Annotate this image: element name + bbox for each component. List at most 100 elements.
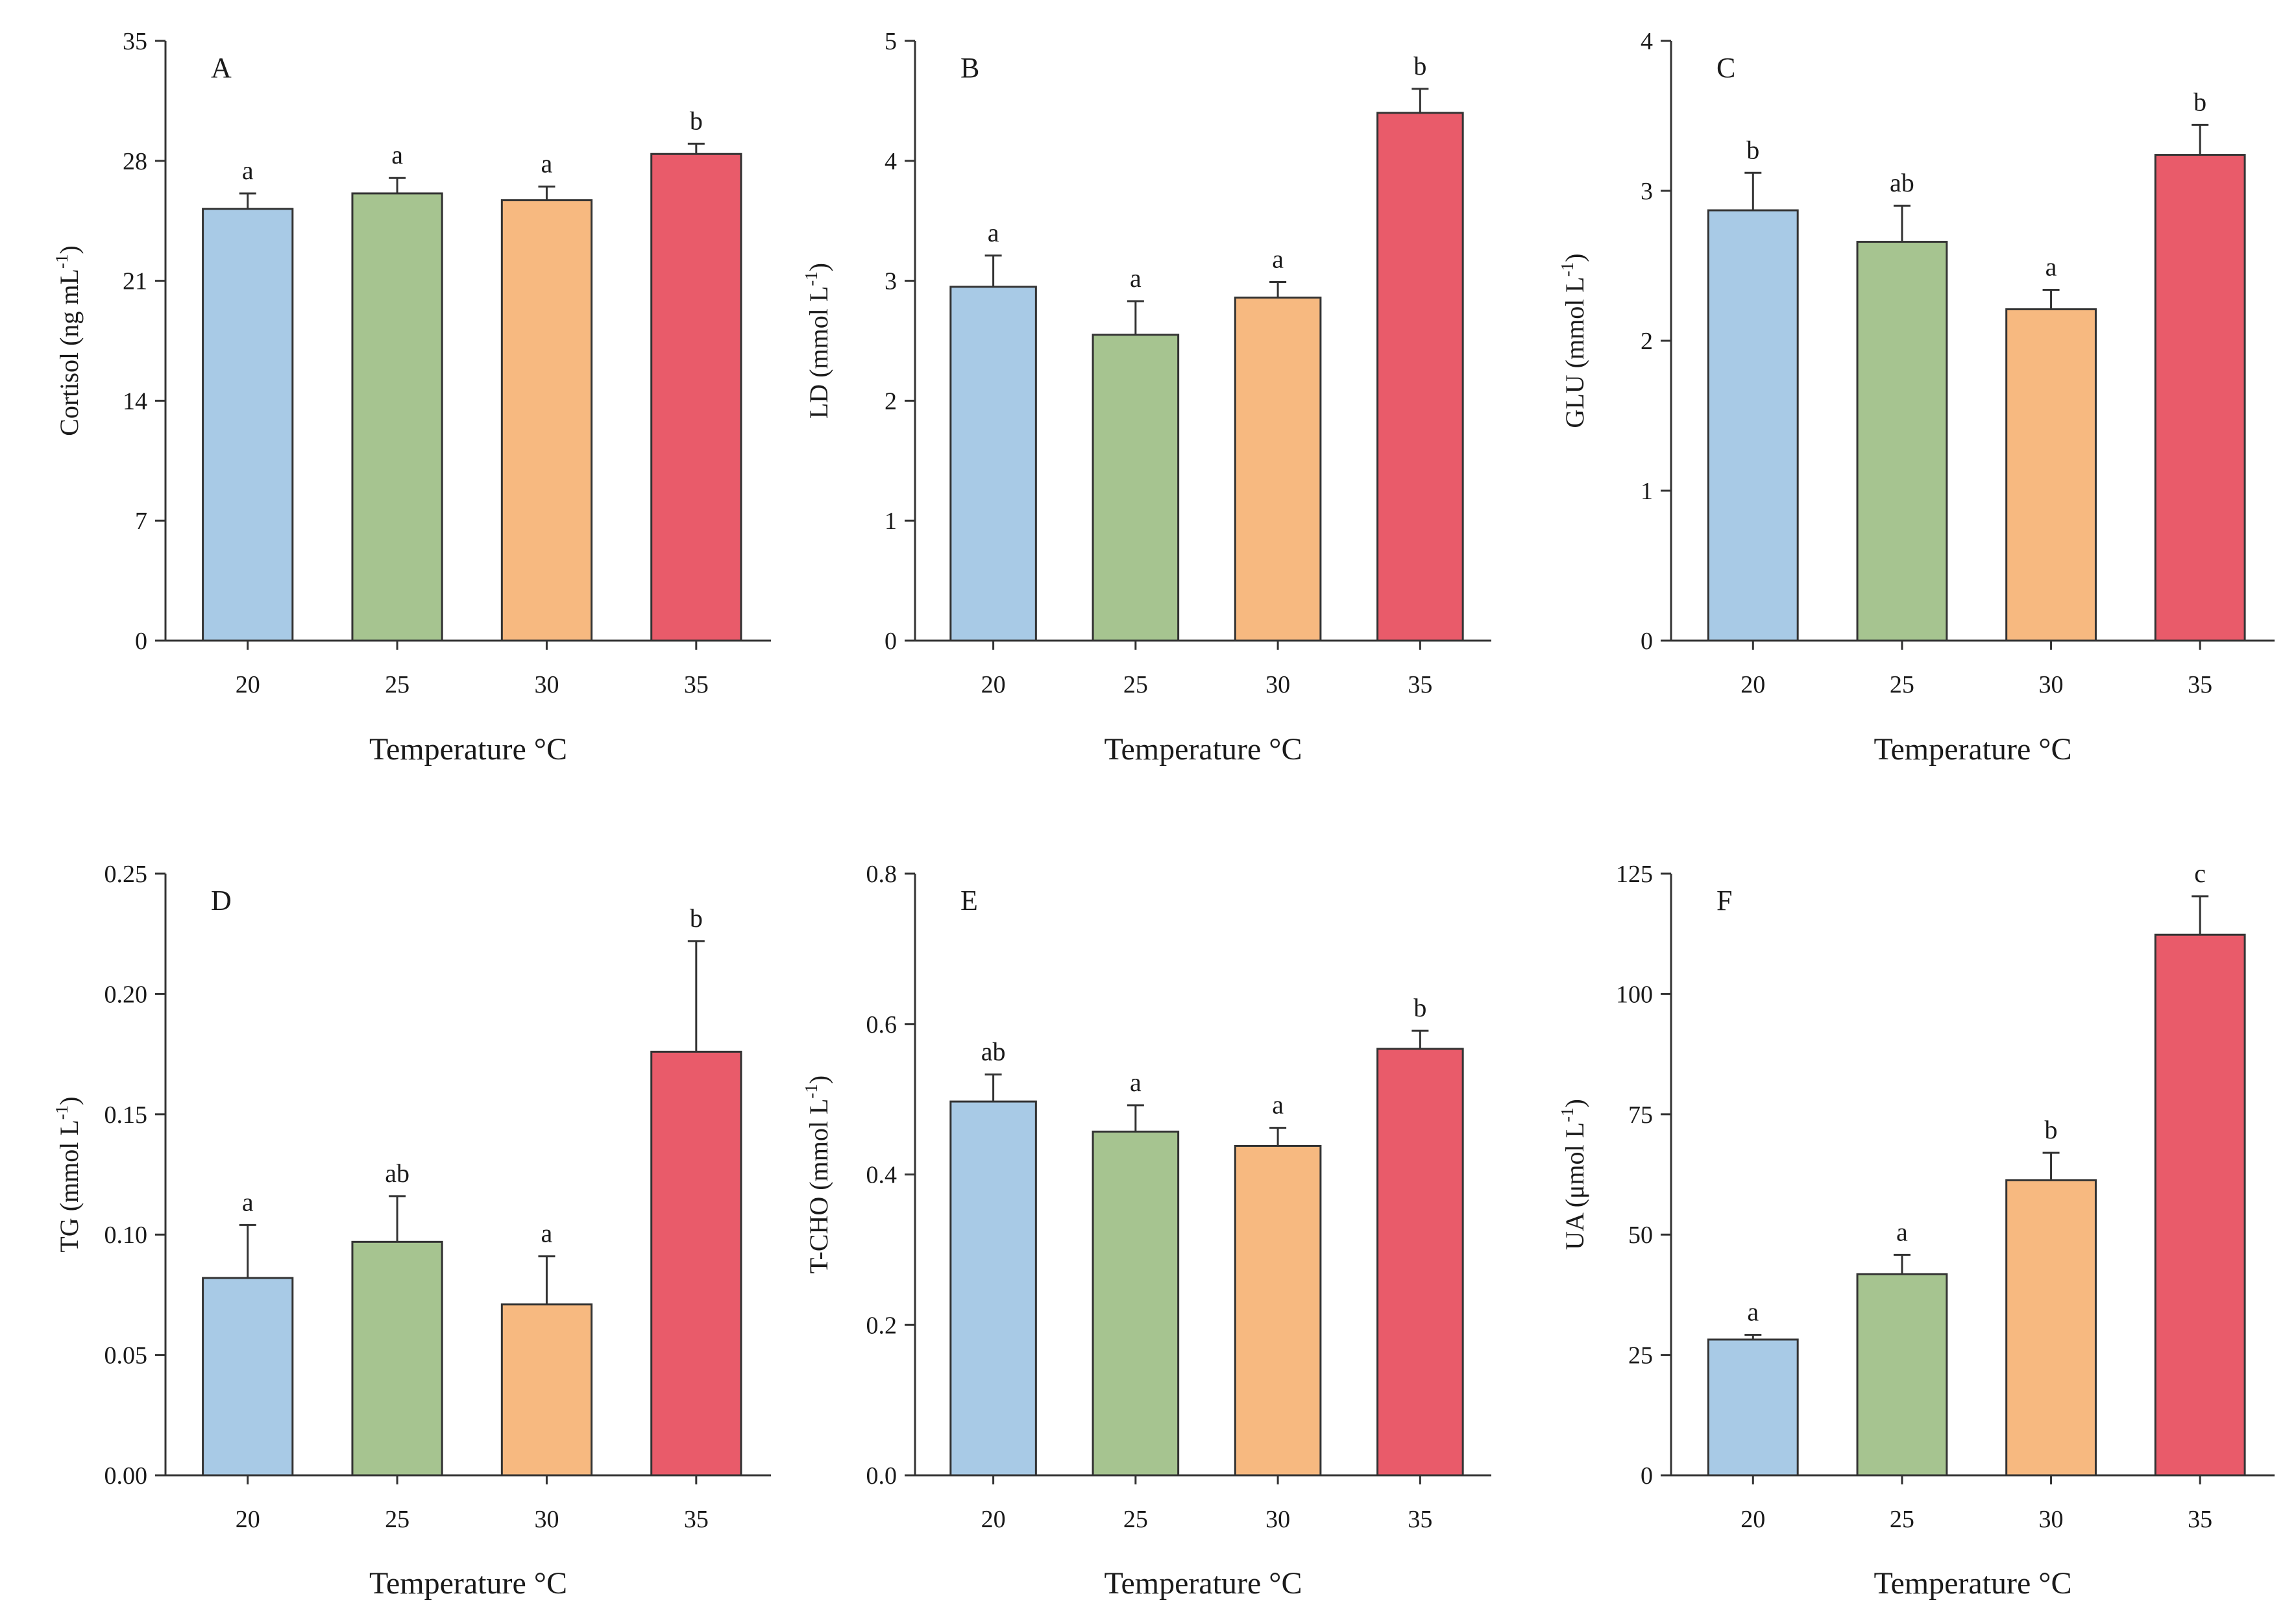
y-axis-title-sup: -1 — [801, 271, 821, 286]
bar-20 — [1707, 209, 1799, 642]
x-tick-label: 35 — [1408, 1506, 1432, 1533]
x-axis-title: Temperature °C — [1104, 1566, 1302, 1601]
bar-35 — [650, 1050, 742, 1477]
y-axis-title-tail: ) — [804, 1075, 833, 1084]
bar-25 — [1856, 1273, 1948, 1477]
significance-letter: a — [2046, 252, 2057, 281]
panel-a: 0 7 14 21 28 35 20 a 25 a 30 a 35 b A Temperature °C Cor… — [52, 28, 771, 767]
panel-b: 0 1 2 3 4 5 20 a 25 a 30 a 35 b B Temperature °C LD (mmo… — [801, 28, 1491, 767]
y-tick-label: 100 — [1616, 981, 1653, 1008]
y-axis-title-tail: ) — [804, 263, 833, 271]
y-tick-label: 0.2 — [866, 1312, 898, 1339]
y-tick-label: 0.10 — [104, 1222, 148, 1249]
x-tick-label: 25 — [1123, 671, 1148, 698]
x-tick-label: 35 — [1408, 671, 1432, 698]
y-tick-label: 4 — [885, 148, 897, 175]
bar-30 — [500, 1303, 593, 1477]
y-tick-label: 0 — [885, 628, 897, 655]
x-tick-label: 30 — [1265, 1506, 1290, 1533]
y-tick-label: 50 — [1628, 1222, 1653, 1249]
significance-letter: ab — [385, 1159, 409, 1188]
bar-20 — [202, 208, 294, 642]
panel-d: 0.00 0.05 0.10 0.15 0.20 0.25 20 a 25 ab 30 a 35 b D Te… — [52, 861, 771, 1601]
panel-letter: B — [960, 52, 979, 84]
significance-letter: a — [391, 140, 403, 169]
x-tick-label: 20 — [236, 1506, 260, 1533]
significance-letter: a — [242, 1187, 254, 1216]
y-axis-title: TG (mmol L-1) — [52, 1096, 84, 1252]
y-axis-title: GLU (mmol L-1) — [1557, 253, 1589, 428]
significance-letter: ab — [981, 1037, 1006, 1066]
y-tick-label: 0.6 — [866, 1011, 898, 1038]
x-axis-title: Temperature °C — [1104, 732, 1302, 767]
y-tick-label: 0.0 — [866, 1462, 898, 1490]
significance-letter: a — [988, 218, 999, 247]
y-tick-label: 7 — [135, 508, 147, 535]
bar-30 — [2005, 308, 2097, 642]
x-axis-title: Temperature °C — [369, 732, 567, 767]
bar-20 — [949, 1100, 1037, 1477]
y-axis-title: Cortisol (ng mL-1) — [52, 245, 84, 436]
significance-letter: a — [1272, 1090, 1284, 1120]
y-axis-title-main: GLU (mmol L — [1560, 276, 1589, 428]
y-tick-label: 0.25 — [104, 861, 148, 888]
y-tick-label: 4 — [1641, 28, 1653, 55]
significance-letter: b — [690, 903, 703, 933]
x-tick-label: 30 — [2039, 671, 2064, 698]
y-tick-label: 14 — [123, 387, 147, 415]
panel-c: 0 1 2 3 4 20 b 25 ab 30 a 35 b C Temperature °C GLU (mm… — [1557, 28, 2275, 767]
y-axis-title-main: Cortisol (ng mL — [55, 269, 84, 436]
bar-30 — [1234, 1144, 1322, 1477]
significance-letter: b — [690, 106, 703, 135]
x-axis-title: Temperature °C — [369, 1566, 567, 1601]
y-tick-label: 5 — [885, 28, 897, 55]
y-tick-label: 0.00 — [104, 1462, 148, 1490]
bar-20 — [202, 1277, 294, 1477]
y-tick-label: 35 — [123, 28, 147, 55]
significance-letter: a — [1747, 1297, 1759, 1326]
y-tick-label: 21 — [123, 268, 147, 295]
y-tick-label: 0 — [1641, 628, 1653, 655]
bar-30 — [500, 199, 593, 642]
y-tick-label: 0.4 — [866, 1162, 898, 1189]
y-axis-title-sup: -1 — [801, 1084, 821, 1099]
y-axis-title-main: LD (mmol L — [804, 286, 833, 419]
significance-letter: ab — [1890, 168, 1914, 197]
bar-35 — [1376, 112, 1464, 642]
y-tick-label: 3 — [1641, 178, 1653, 205]
y-tick-label: 0.20 — [104, 981, 148, 1008]
panel-letter: F — [1716, 885, 1732, 916]
bar-25 — [1092, 1130, 1180, 1477]
y-axis-title: LD (mmol L-1) — [801, 263, 833, 419]
panel-letter: C — [1716, 52, 1735, 84]
y-axis-title-tail: ) — [1560, 253, 1589, 262]
y-axis-title-main: UA (μmol L — [1560, 1122, 1589, 1250]
x-tick-label: 20 — [1740, 1506, 1765, 1533]
x-tick-label: 35 — [684, 1506, 709, 1533]
significance-letter: a — [1896, 1217, 1908, 1246]
y-tick-label: 1 — [885, 508, 897, 535]
panel-letter: A — [211, 52, 232, 84]
significance-letter: a — [541, 149, 553, 178]
y-tick-label: 0 — [1641, 1462, 1653, 1490]
x-tick-label: 25 — [1890, 1506, 1914, 1533]
y-tick-label: 28 — [123, 148, 147, 175]
bar-20 — [949, 286, 1037, 642]
x-tick-label: 30 — [534, 1506, 559, 1533]
y-axis-title: T-CHO (mmol L-1) — [801, 1075, 833, 1273]
significance-letter: a — [1272, 244, 1284, 273]
panel-f: 0 25 50 75 100 125 20 a 25 a 30 b 35 c F Temperature °C… — [1557, 859, 2275, 1601]
bar-30 — [2005, 1179, 2097, 1477]
y-tick-label: 2 — [885, 387, 897, 415]
x-tick-label: 35 — [684, 671, 709, 698]
significance-letter: b — [2045, 1115, 2058, 1144]
y-axis-title: UA (μmol L-1) — [1557, 1099, 1589, 1250]
x-tick-label: 20 — [981, 1506, 1006, 1533]
bar-35 — [1376, 1048, 1464, 1477]
y-axis-title-main: T-CHO (mmol L — [804, 1099, 833, 1274]
panel-letter: E — [960, 885, 978, 916]
y-tick-label: 0.15 — [104, 1101, 148, 1129]
y-axis-title-tail: ) — [1560, 1099, 1589, 1107]
x-tick-label: 30 — [534, 671, 559, 698]
